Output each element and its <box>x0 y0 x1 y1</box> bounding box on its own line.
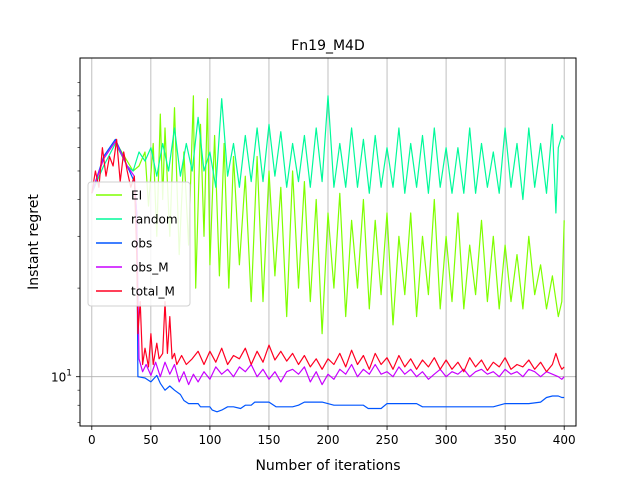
x-tick-label: 350 <box>494 433 517 447</box>
plot-series <box>91 95 565 413</box>
y-axis-label: Instant regret <box>26 194 42 290</box>
series-line-obs-m <box>91 140 565 386</box>
x-tick-label: 0 <box>88 433 96 447</box>
series-line-obs <box>91 138 565 413</box>
legend-label-obs-m: obs_M <box>131 261 169 275</box>
y-tick-label-base: 10 <box>51 371 66 385</box>
legend: EI random obs obs_M total_M <box>87 181 191 307</box>
y-tick-label: 101 <box>51 369 72 385</box>
x-tick-label: 50 <box>143 433 158 447</box>
x-tick-label: 250 <box>376 433 399 447</box>
y-axis: 101 <box>51 82 80 423</box>
legend-label-ei: EI <box>131 189 142 203</box>
legend-label-total-m: total_M <box>131 285 175 299</box>
x-axis: 0 50 100 150 200 250 300 350 400 <box>88 426 576 447</box>
y-tick-label-exponent: 1 <box>66 369 72 379</box>
series-line-random <box>91 95 565 214</box>
legend-label-obs: obs <box>131 237 152 251</box>
chart-title: Fn19_M4D <box>291 38 365 54</box>
x-tick-label: 200 <box>317 433 340 447</box>
x-axis-label: Number of iterations <box>255 458 400 474</box>
x-tick-label: 400 <box>553 433 576 447</box>
x-tick-label: 300 <box>435 433 458 447</box>
legend-box <box>87 181 191 307</box>
x-tick-label: 100 <box>198 433 221 447</box>
series-line-total-m <box>91 138 565 373</box>
x-tick-label: 150 <box>257 433 280 447</box>
legend-label-random: random <box>131 213 178 227</box>
